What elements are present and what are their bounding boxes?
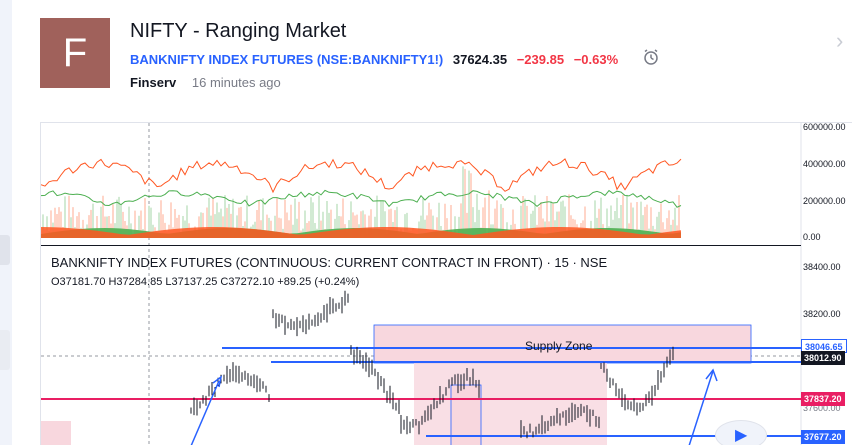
pane-divider[interactable]	[41, 245, 801, 246]
supply-zone-box	[373, 324, 752, 364]
price-label-support: 37677.20	[801, 430, 845, 444]
symbol-name-link[interactable]: BANKNIFTY INDEX FUTURES	[130, 52, 314, 67]
price-label-pivot: 37837.20	[801, 392, 845, 406]
symbol-code-link[interactable]: (NSE:BANKNIFTY1!)	[316, 52, 444, 67]
volume-area-orange	[41, 227, 681, 238]
trend-arrow-right-head	[705, 368, 718, 382]
price-change-percent: −0.63%	[573, 52, 619, 67]
chart-legend: BANKNIFTY INDEX FUTURES (CONTINUOUS: CUR…	[51, 255, 608, 270]
indicator-line-green	[41, 189, 682, 208]
gutter-handle-lower[interactable]	[0, 330, 10, 370]
left-gutter	[0, 0, 12, 445]
idea-header: F NIFTY - Ranging Market BANKNIFTY INDEX…	[40, 12, 840, 112]
chart-canvas	[41, 123, 802, 445]
indicator-line-orange	[41, 158, 682, 194]
price-tick: 38200.00	[803, 309, 841, 319]
meta-row: Finserv 16 minutes ago	[130, 75, 281, 90]
play-icon: ▶	[735, 427, 748, 444]
chevron-right-icon[interactable]: ›	[836, 28, 844, 53]
zone-box-left	[41, 421, 71, 445]
idea-title[interactable]: NIFTY - Ranging Market	[130, 20, 347, 42]
symbol-row: BANKNIFTY INDEX FUTURES (NSE:BANKNIFTY1!…	[130, 52, 618, 67]
ohlc-readout: O37181.70 H37284.85 L37137.25 C37272.10 …	[51, 276, 360, 288]
demand-zone-box	[414, 359, 607, 445]
price-tick: 38400.00	[803, 262, 841, 272]
price-change: −239.85	[516, 52, 565, 67]
trend-arrow-left-head	[212, 375, 223, 388]
price-label-current: 38012.90	[801, 351, 845, 365]
publish-time: 16 minutes ago	[191, 75, 281, 90]
volume-tick: 600000.00	[803, 122, 846, 132]
gutter-handle[interactable]	[0, 235, 10, 265]
volume-tick: 200000.00	[803, 196, 846, 206]
author-avatar[interactable]: F	[40, 18, 110, 88]
alarm-clock-icon[interactable]	[642, 48, 662, 68]
price-axis[interactable]: 600000.00 400000.00 200000.00 0.00 38400…	[801, 122, 852, 445]
price-tick: 37600.00	[803, 403, 841, 413]
trend-arrow-left	[190, 380, 220, 445]
chart-panel[interactable]: BANKNIFTY INDEX FUTURES (CONTINUOUS: CUR…	[40, 122, 852, 445]
symbol-price: 37624.35	[452, 52, 508, 67]
volume-tick: 400000.00	[803, 159, 846, 169]
trend-arrow-right	[688, 370, 714, 445]
play-button[interactable]: ▶	[715, 420, 767, 445]
author-name[interactable]: Finserv	[130, 75, 177, 90]
volume-tick: 0.00	[803, 232, 821, 242]
supply-zone-label: Supply Zone	[525, 339, 593, 353]
